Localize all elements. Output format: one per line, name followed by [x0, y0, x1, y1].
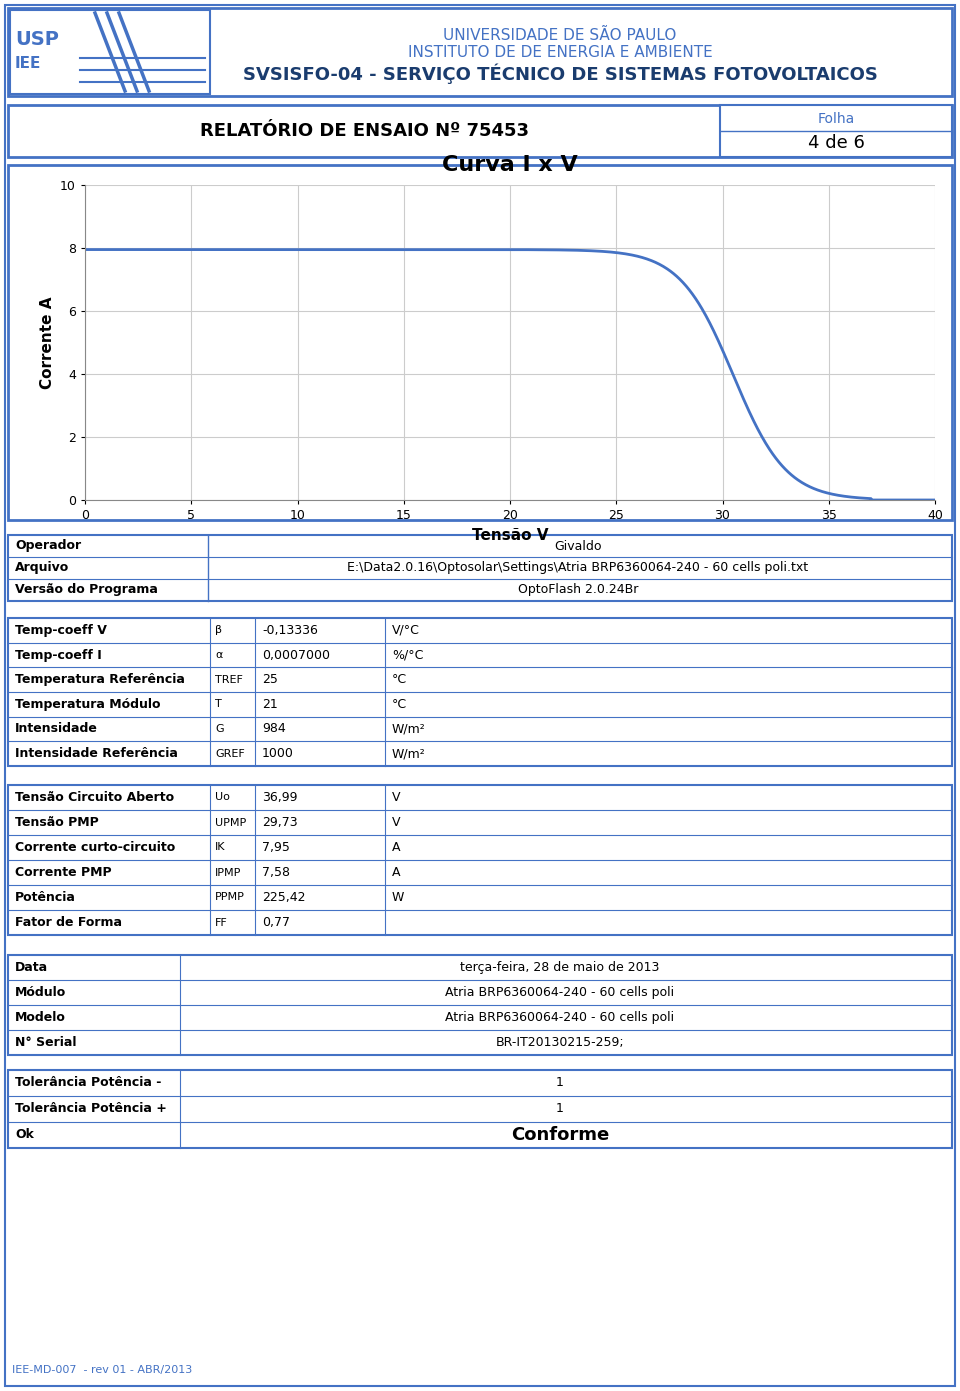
Text: Temp-coeff V: Temp-coeff V: [15, 623, 107, 637]
Text: Tolerância Potência -: Tolerância Potência -: [15, 1077, 161, 1089]
Text: Atria BRP6360064-240 - 60 cells poli: Atria BRP6360064-240 - 60 cells poli: [445, 1011, 675, 1024]
Text: 7,95: 7,95: [262, 842, 290, 854]
Text: A: A: [392, 867, 400, 879]
Text: GREF: GREF: [215, 748, 245, 758]
X-axis label: Tensão V: Tensão V: [471, 527, 548, 542]
Text: °C: °C: [392, 673, 407, 686]
Text: Modelo: Modelo: [15, 1011, 66, 1024]
Text: V/°C: V/°C: [392, 623, 420, 637]
Text: 225,42: 225,42: [262, 892, 305, 904]
Text: 0,77: 0,77: [262, 917, 290, 929]
Text: V: V: [392, 817, 400, 829]
Text: -0,13336: -0,13336: [262, 623, 318, 637]
Text: Atria BRP6360064-240 - 60 cells poli: Atria BRP6360064-240 - 60 cells poli: [445, 986, 675, 999]
Bar: [8, 536, 952, 601]
Text: IEE-MD-007  - rev 01 - ABR/2013: IEE-MD-007 - rev 01 - ABR/2013: [12, 1365, 192, 1374]
Text: Intensidade: Intensidade: [15, 722, 98, 736]
Bar: [10, 10, 210, 95]
Text: Intensidade Referência: Intensidade Referência: [15, 747, 178, 759]
Text: IPMP: IPMP: [215, 868, 241, 878]
Text: W/m²: W/m²: [392, 747, 425, 759]
Text: Tensão PMP: Tensão PMP: [15, 817, 99, 829]
Text: Temp-coeff I: Temp-coeff I: [15, 648, 102, 662]
Text: Tolerância Potência +: Tolerância Potência +: [15, 1103, 167, 1116]
Text: Givaldo: Givaldo: [554, 540, 602, 552]
Text: 984: 984: [262, 722, 286, 736]
Text: 21: 21: [262, 698, 277, 711]
Text: SVSISFO-04 - SERVIÇO TÉCNICO DE SISTEMAS FOTOVOLTAICOS: SVSISFO-04 - SERVIÇO TÉCNICO DE SISTEMAS…: [243, 64, 877, 85]
Bar: [8, 104, 952, 157]
Text: Uo: Uo: [215, 793, 229, 803]
Text: Ok: Ok: [15, 1128, 34, 1142]
Text: 29,73: 29,73: [262, 817, 298, 829]
Text: UPMP: UPMP: [215, 818, 247, 828]
Text: W: W: [392, 892, 404, 904]
Text: Operador: Operador: [15, 540, 82, 552]
Text: G: G: [215, 723, 224, 734]
Text: N° Serial: N° Serial: [15, 1036, 77, 1049]
Text: °C: °C: [392, 698, 407, 711]
Text: OptoFlash 2.0.24Br: OptoFlash 2.0.24Br: [517, 583, 638, 597]
Bar: [8, 8, 952, 96]
Text: A: A: [392, 842, 400, 854]
Text: Temperatura Referência: Temperatura Referência: [15, 673, 185, 686]
Text: BR-IT20130215-259;: BR-IT20130215-259;: [495, 1036, 624, 1049]
Bar: [8, 618, 952, 766]
Text: Tensão Circuito Aberto: Tensão Circuito Aberto: [15, 791, 174, 804]
Bar: [8, 1070, 952, 1148]
Text: Fator de Forma: Fator de Forma: [15, 917, 122, 929]
Text: 1: 1: [556, 1077, 564, 1089]
Text: USP: USP: [15, 31, 59, 49]
Text: UNIVERSIDADE DE SÃO PAULO: UNIVERSIDADE DE SÃO PAULO: [444, 28, 677, 43]
Bar: [8, 785, 952, 935]
Text: PPMP: PPMP: [215, 893, 245, 903]
Text: Corrente PMP: Corrente PMP: [15, 867, 111, 879]
Text: 1: 1: [556, 1103, 564, 1116]
Text: Folha: Folha: [817, 113, 854, 127]
Bar: [8, 166, 952, 520]
Text: β: β: [215, 626, 222, 636]
Title: Curva I x V: Curva I x V: [443, 156, 578, 175]
Text: W/m²: W/m²: [392, 722, 425, 736]
Text: 1000: 1000: [262, 747, 294, 759]
Y-axis label: Corrente A: Corrente A: [39, 296, 55, 388]
Text: FF: FF: [215, 918, 228, 928]
Text: Módulo: Módulo: [15, 986, 66, 999]
Text: Temperatura Módulo: Temperatura Módulo: [15, 698, 160, 711]
Text: INSTITUTO DE DE ENERGIA E AMBIENTE: INSTITUTO DE DE ENERGIA E AMBIENTE: [408, 45, 712, 60]
Text: Potência: Potência: [15, 892, 76, 904]
Text: Data: Data: [15, 961, 48, 974]
Text: V: V: [392, 791, 400, 804]
Bar: [8, 956, 952, 1054]
Text: α: α: [215, 650, 223, 659]
Bar: [720, 104, 952, 157]
Text: Corrente curto-circuito: Corrente curto-circuito: [15, 842, 176, 854]
Text: Versão do Programa: Versão do Programa: [15, 583, 157, 597]
Text: 7,58: 7,58: [262, 867, 290, 879]
Text: E:\Data2.0.16\Optosolar\Settings\Atria BRP6360064-240 - 60 cells poli.txt: E:\Data2.0.16\Optosolar\Settings\Atria B…: [348, 562, 808, 574]
Text: 0,0007000: 0,0007000: [262, 648, 330, 662]
Text: Conforme: Conforme: [511, 1125, 610, 1143]
Text: T: T: [215, 700, 222, 709]
Text: 25: 25: [262, 673, 277, 686]
Text: TREF: TREF: [215, 675, 243, 684]
Text: RELATÓRIO DE ENSAIO Nº 75453: RELATÓRIO DE ENSAIO Nº 75453: [201, 122, 530, 140]
Text: 4 de 6: 4 de 6: [807, 134, 864, 152]
Text: terça-feira, 28 de maio de 2013: terça-feira, 28 de maio de 2013: [460, 961, 660, 974]
Text: IK: IK: [215, 843, 226, 853]
Text: IEE: IEE: [15, 56, 41, 71]
Text: %/°C: %/°C: [392, 648, 423, 662]
Text: 36,99: 36,99: [262, 791, 298, 804]
Text: Arquivo: Arquivo: [15, 562, 69, 574]
